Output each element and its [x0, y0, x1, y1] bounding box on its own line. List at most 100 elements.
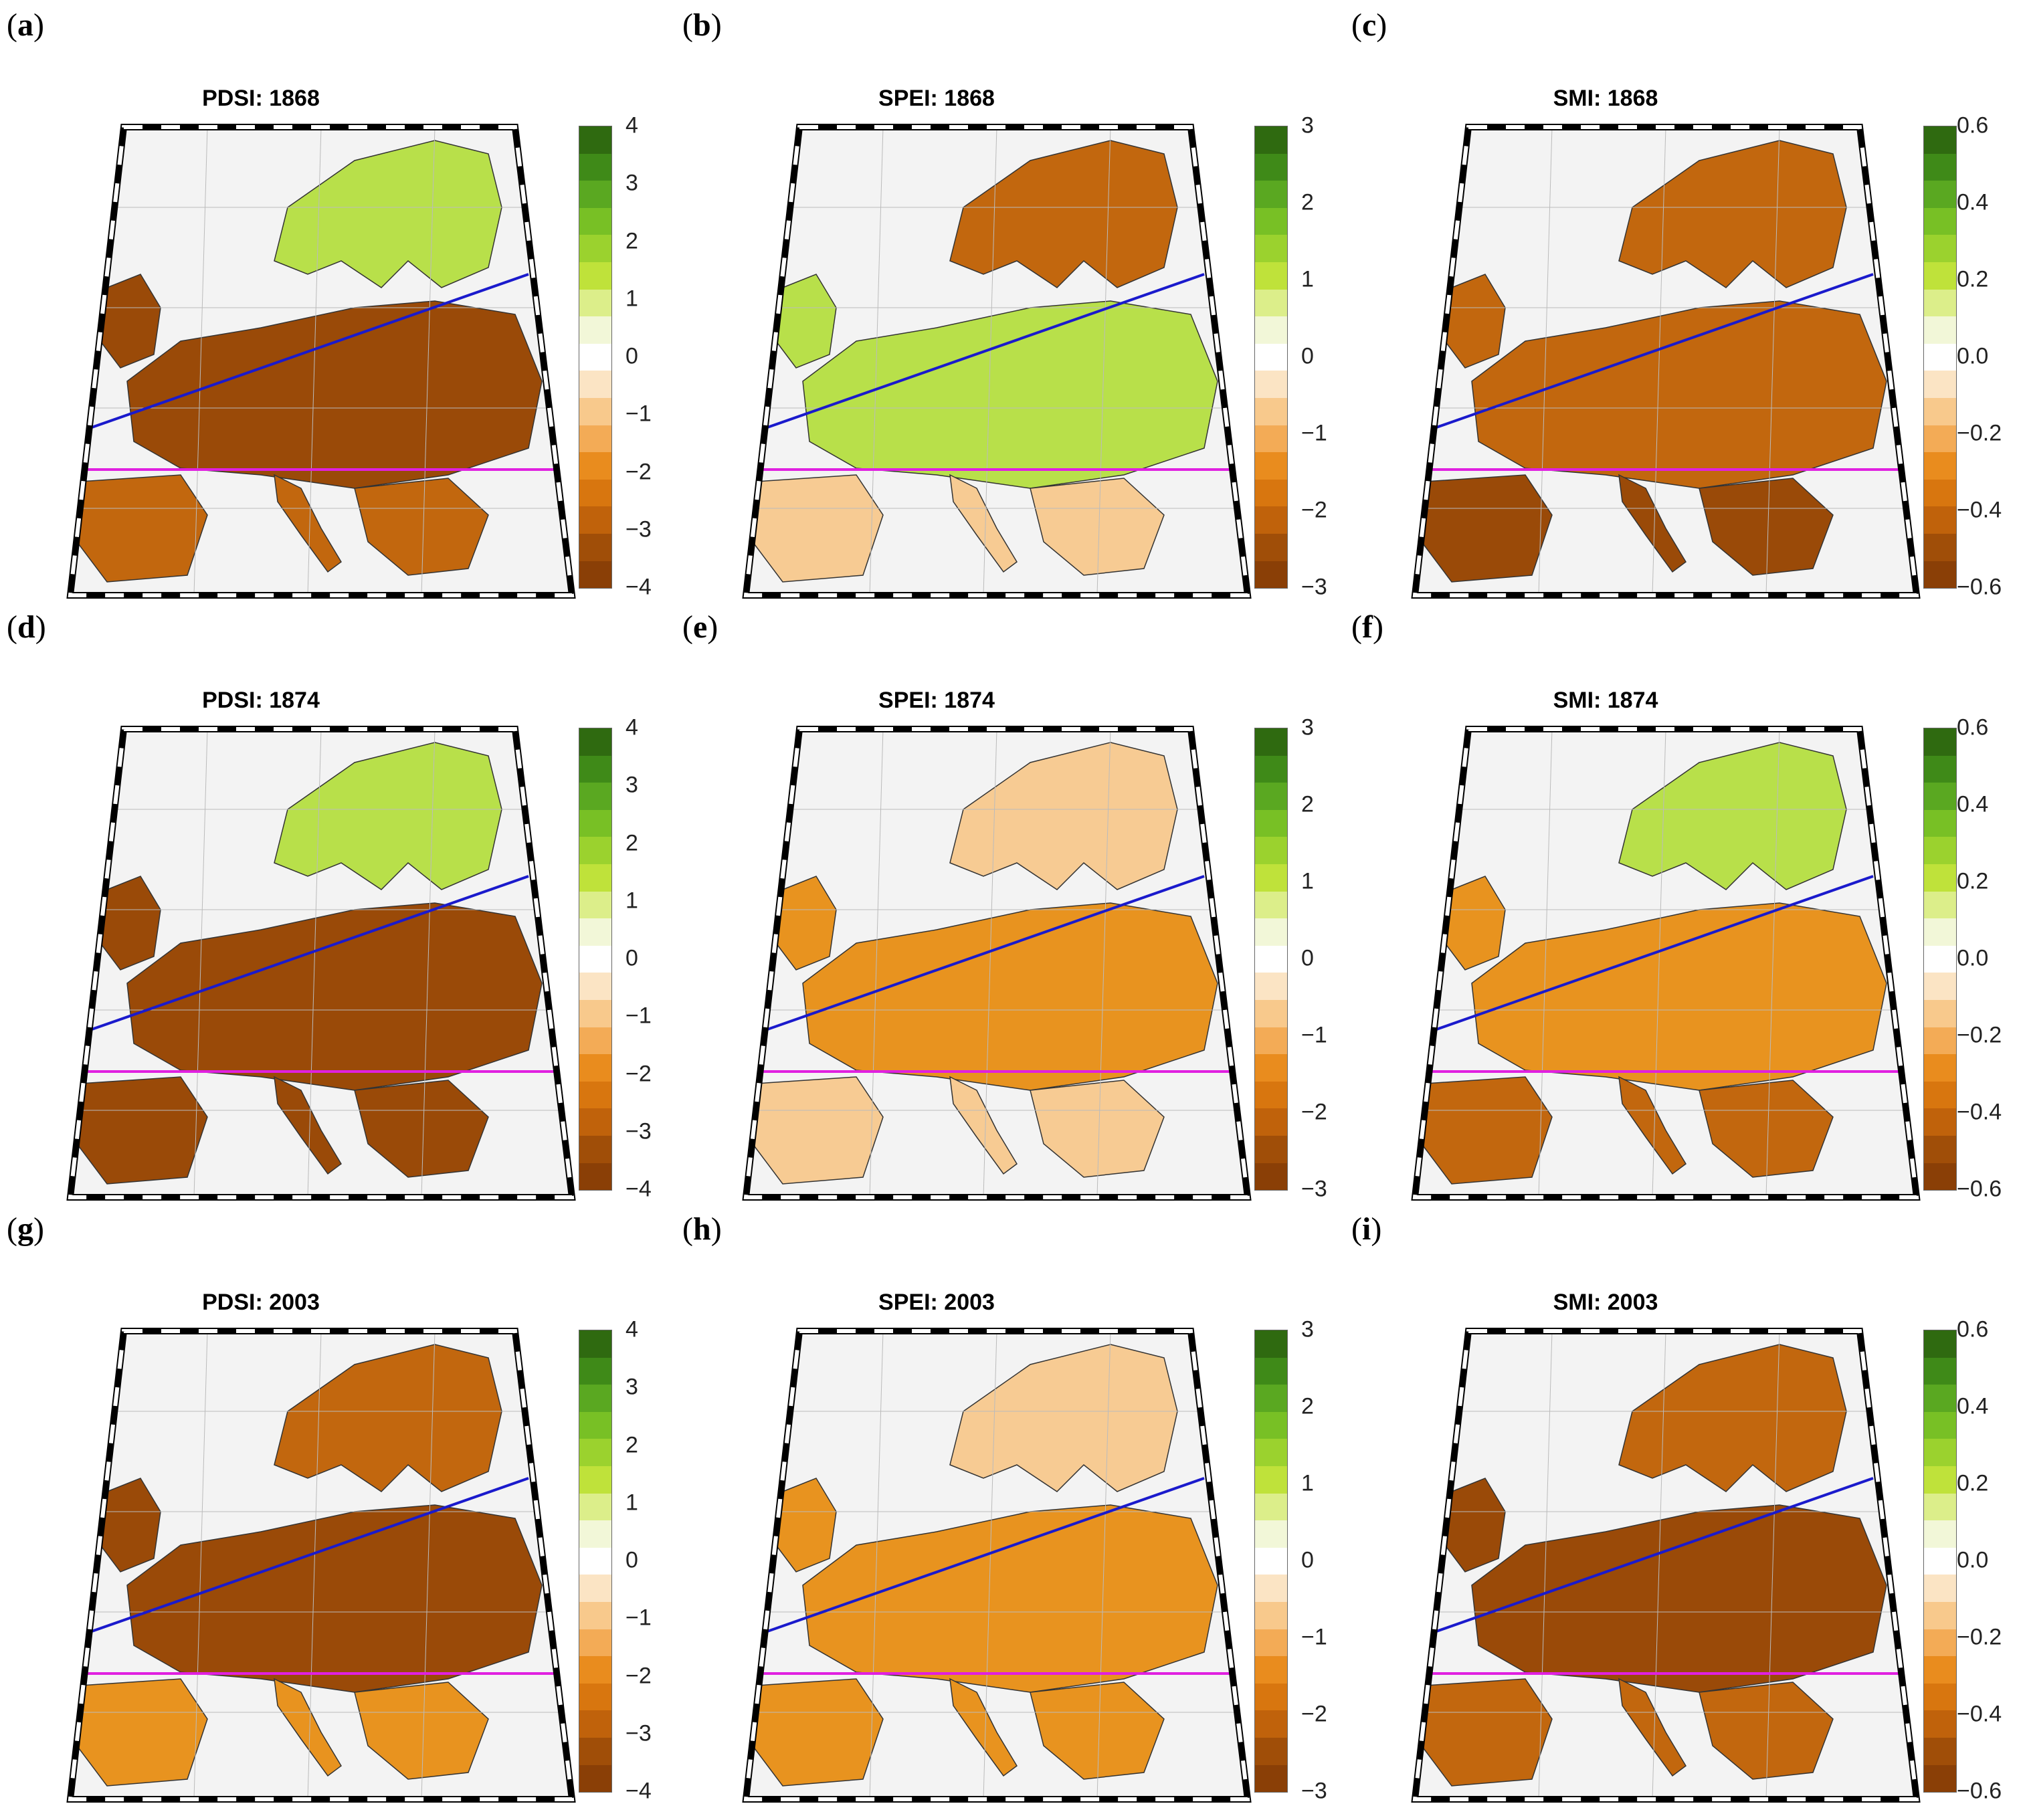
colorbar-tick-label: −3	[625, 1118, 652, 1144]
colorbar-swatch	[1924, 1357, 1956, 1385]
region-italy	[1618, 1678, 1687, 1777]
colorbar-swatch	[579, 1439, 611, 1466]
colorbar-tick-label: 3	[625, 772, 638, 798]
colorbar-swatch	[1924, 1520, 1956, 1548]
map-title: SPEI: 1868	[878, 86, 995, 111]
map-frame-dashes	[1412, 1329, 1919, 1801]
colorbar-swatch	[1255, 1656, 1287, 1684]
colorbar-tick-label: −3	[1301, 1778, 1327, 1804]
colorbar-swatch	[1924, 918, 1956, 946]
region-iberia	[76, 474, 208, 583]
region-scandinavia	[1618, 140, 1847, 288]
colorbar-swatch	[1255, 1135, 1287, 1163]
colorbar-tick-label: −1	[1301, 1022, 1327, 1048]
colorbar	[1923, 728, 1957, 1191]
region-scandinavia	[949, 1344, 1178, 1492]
panel-h: (h) SPEI: 2003 3 2 1 0 −1 −2 −3	[682, 1211, 1351, 1813]
panel-label: (h)	[682, 1211, 722, 1247]
colorbar-swatch	[579, 999, 611, 1027]
colorbar-swatch	[579, 945, 611, 973]
colorbar-swatch	[1924, 479, 1956, 507]
colorbar-swatch	[1255, 1439, 1287, 1466]
colorbar-swatch	[1255, 1710, 1287, 1738]
colorbar-tick-label: 0.6	[1957, 1316, 1989, 1342]
colorbar-swatch	[1924, 153, 1956, 181]
colorbar-tick-label: 0.2	[1957, 1470, 1989, 1496]
colorbar-swatch	[1255, 561, 1287, 589]
region-iberia	[76, 1076, 208, 1185]
colorbar-tick-label: −2	[1301, 497, 1327, 523]
colorbar-swatch	[1924, 1054, 1956, 1082]
colorbar-tick-label: 1	[625, 1490, 638, 1516]
colorbar-swatch	[579, 425, 611, 453]
colorbar-swatch	[579, 1575, 611, 1602]
colorbar-swatch	[1924, 1601, 1956, 1629]
colorbar-swatch	[1924, 425, 1956, 453]
map	[1411, 726, 1921, 1201]
colorbar-swatch	[579, 728, 611, 756]
colorbar-swatch	[1924, 1575, 1956, 1602]
panel-b: (b) SPEI: 1868 3 2 1 0 −1 −2 −3	[682, 7, 1351, 609]
colorbar-tick-label: −1	[1301, 1624, 1327, 1650]
colorbar-swatch	[579, 533, 611, 561]
colorbar-swatch	[1924, 1656, 1956, 1684]
colorbar-tick-label: 0.4	[1957, 1393, 1989, 1419]
region-iberia	[76, 1678, 208, 1787]
map	[742, 726, 1252, 1201]
colorbar-swatch	[1924, 1465, 1956, 1494]
colorbar-tick-label: −4	[625, 1778, 652, 1804]
colorbar-swatch	[579, 1027, 611, 1055]
colorbar-swatch	[579, 1162, 611, 1191]
map-layer	[70, 1331, 572, 1799]
colorbar-swatch	[1255, 891, 1287, 919]
region-italy	[949, 1076, 1018, 1175]
map	[742, 124, 1252, 599]
region-italy	[274, 1076, 342, 1175]
colorbar-swatch	[1924, 864, 1956, 892]
region-iberia	[1421, 474, 1553, 583]
region-balkans	[354, 478, 489, 576]
colorbar-swatch	[1255, 783, 1287, 810]
region-scandinavia	[1618, 1344, 1847, 1492]
colorbar-tick-label: 0.4	[1957, 791, 1989, 817]
colorbar-swatch	[1255, 1764, 1287, 1793]
map	[66, 124, 576, 599]
colorbar-swatch	[1255, 809, 1287, 837]
colorbar-tick-label: 2	[625, 228, 638, 254]
graticule-line	[307, 729, 322, 1197]
graticule-line	[307, 1331, 322, 1799]
colorbar-swatch	[579, 1330, 611, 1358]
divider-line-north	[80, 1477, 529, 1637]
colorbar-tick-label: −2	[1301, 1701, 1327, 1727]
colorbar-swatch	[1255, 397, 1287, 425]
colorbar-swatch	[1924, 728, 1956, 756]
panel-label: (i)	[1351, 1211, 1382, 1247]
colorbar-swatch	[579, 783, 611, 810]
colorbar-tick-label: 0	[1301, 343, 1314, 369]
colorbar-swatch	[1924, 1027, 1956, 1055]
graticule-line	[1652, 729, 1666, 1197]
colorbar	[579, 126, 612, 589]
region-italy	[1618, 1076, 1687, 1175]
colorbar-swatch	[579, 1547, 611, 1575]
colorbar-swatch	[1924, 1411, 1956, 1439]
colorbar-tick-label: 0.6	[1957, 714, 1989, 740]
graticule-line	[1765, 1331, 1780, 1799]
map	[66, 726, 576, 1201]
colorbar-swatch	[1924, 561, 1956, 589]
colorbar-swatch	[1924, 809, 1956, 837]
colorbar-swatch	[1255, 973, 1287, 1000]
region-scandinavia	[274, 1344, 502, 1492]
colorbar-swatch	[1255, 1465, 1287, 1494]
colorbar-tick-label: −3	[1301, 574, 1327, 600]
colorbar-tick-label: −4	[625, 1176, 652, 1202]
colorbar-swatch	[1255, 1357, 1287, 1385]
colorbar-swatch	[579, 1108, 611, 1136]
colorbar-tick-label: −1	[625, 401, 652, 427]
map-layer	[1415, 1331, 1917, 1799]
colorbar-swatch	[1255, 289, 1287, 317]
colorbar	[579, 1330, 612, 1793]
graticule-line	[1096, 729, 1111, 1197]
colorbar-swatch	[1255, 1108, 1287, 1136]
colorbar-swatch	[1255, 1737, 1287, 1765]
